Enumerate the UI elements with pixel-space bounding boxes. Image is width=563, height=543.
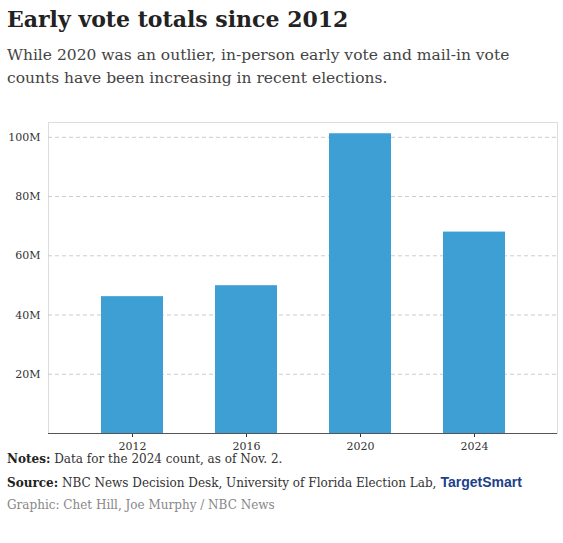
svg-text:2020: 2020 xyxy=(347,440,375,453)
html-text:Notes: Data for the 2024 count: Notes: Data for the 2024 count, as of No… xyxy=(7,452,283,466)
html-text:Early vote totals since 2012: Early vote totals since 2012 xyxy=(7,6,349,32)
svg-text:80M: 80M xyxy=(15,190,40,203)
svg-text:100M: 100M xyxy=(8,131,40,144)
svg-text:60M: 60M xyxy=(15,249,40,262)
html-text:Graphic: Chet Hill, Joe Murphy: Graphic: Chet Hill, Joe Murphy / NBC New… xyxy=(7,498,275,512)
html-text:While 2020 was an outlier, in-: While 2020 was an outlier, in-person ear… xyxy=(7,46,510,87)
svg-text:2024: 2024 xyxy=(461,440,489,453)
svg-text:20M: 20M xyxy=(15,368,40,381)
html-text:Source: NBC News Decision Desk: Source: NBC News Decision Desk, Universi… xyxy=(7,474,522,490)
svg-text:2016: 2016 xyxy=(233,440,261,453)
svg-text:2012: 2012 xyxy=(119,440,147,453)
svg-text:40M: 40M xyxy=(15,309,40,322)
